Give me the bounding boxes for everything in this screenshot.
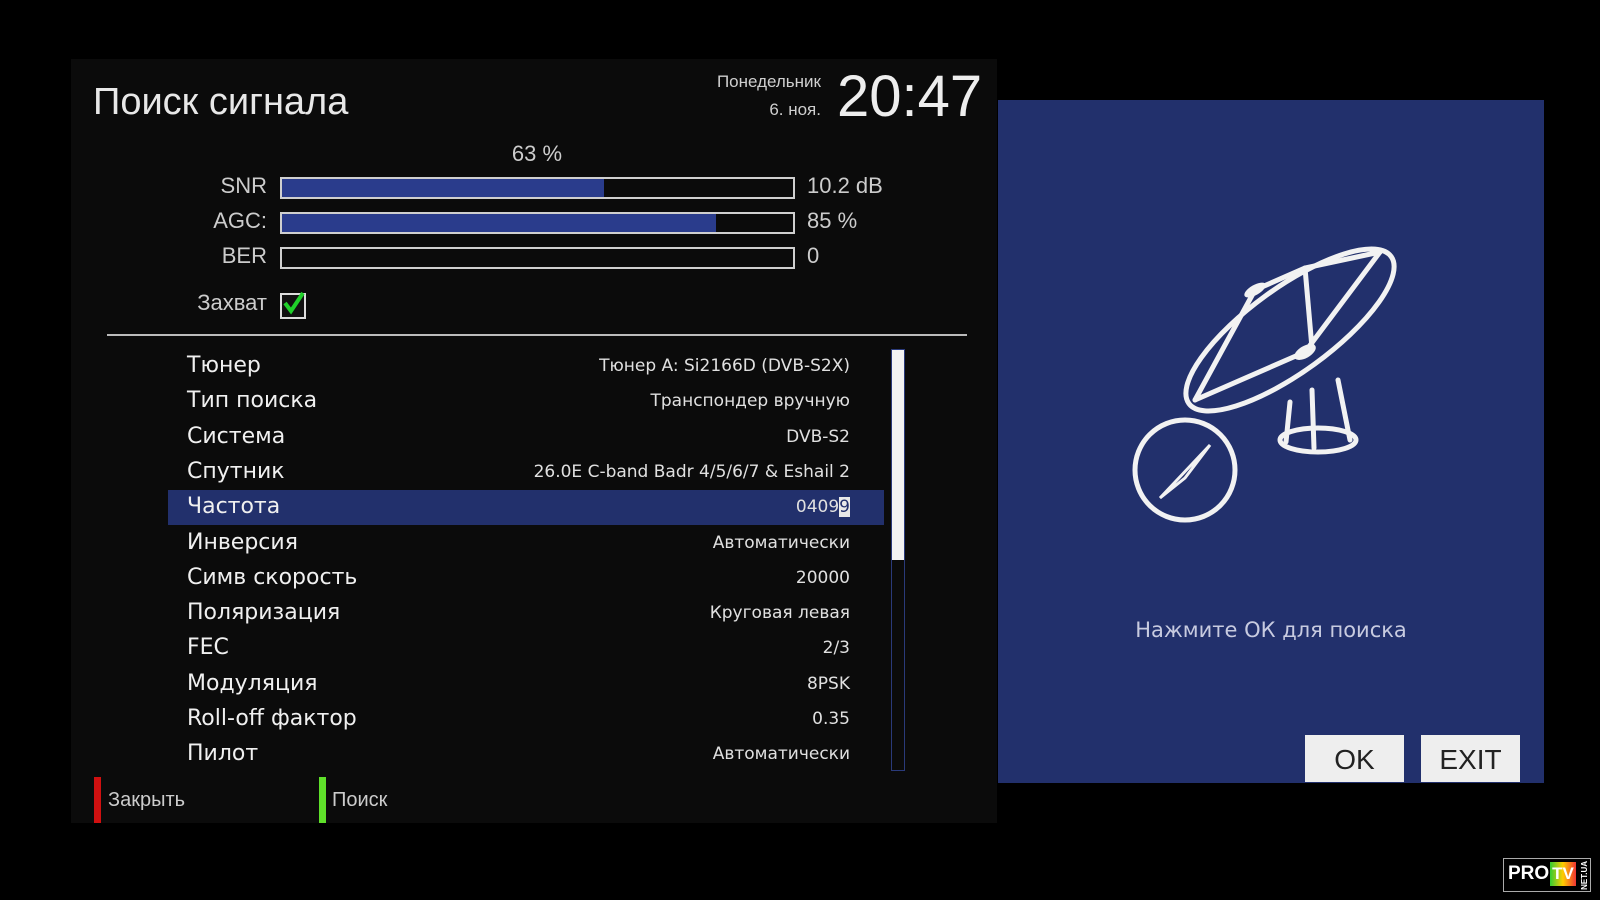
setting-row[interactable]: Инверсия Автоматически [168,526,884,561]
ok-button[interactable]: OK [1305,735,1404,782]
setting-label: Пилот [187,741,259,767]
setting-row[interactable]: Модуляция 8PSK [168,667,884,702]
setting-label: Модуляция [187,670,318,696]
snr-bar [280,177,795,199]
setting-value: 8PSK [806,673,850,694]
setting-value: 2/3 [822,638,850,659]
scrollbar[interactable] [891,349,905,771]
setting-row[interactable]: Система DVB-S2 [168,420,884,455]
setting-row[interactable]: Roll-off фактор 0.35 [168,702,884,737]
signal-search-panel: Поиск сигнала Понедельник 6. ноя. 20:47 … [71,59,997,823]
lock-label: Захват [197,290,267,315]
snr-bar-fill [282,179,604,197]
green-key-indicator [319,777,326,823]
clock: 20:47 [837,64,983,129]
setting-row[interactable]: Спутник 26.0E C-band Badr 4/5/6/7 & Eshai… [168,455,884,490]
divider [107,334,967,336]
setting-value: 04099 [795,497,850,518]
setting-label: Тюнер [187,353,261,378]
setting-label: Симв скорость [187,564,358,590]
setting-row[interactable]: Тип поиска Транспондер вручную [168,384,884,419]
setting-label: FEC [187,635,229,661]
search-hint: Нажмите ОК для поиска [1135,618,1407,642]
setting-value: Автоматически [712,744,850,765]
agc-value: 85 % [807,208,858,233]
search-dialog: Нажмите ОК для поиска OK EXIT [998,100,1544,783]
setting-value: Транспондер вручную [650,391,851,412]
close-button[interactable]: Закрыть [108,789,186,811]
ber-bar [280,247,795,269]
setting-row[interactable]: Частота 04099 [168,490,884,526]
date: 6. ноя. [769,100,821,119]
setting-label: Roll-off фактор [187,706,357,731]
scrollbar-thumb[interactable] [892,350,904,560]
signal-quality: 63 % [511,141,563,166]
satellite-dish-compass-icon [1132,246,1397,523]
checkmark-icon [283,291,305,315]
value-text: 0409 [795,497,840,518]
setting-label: Система [187,423,286,449]
input-cursor[interactable]: 9 [839,497,850,518]
setting-row[interactable]: Поляризация Круговая левая [168,596,884,631]
setting-value: Круговая левая [709,603,850,624]
agc-bar [280,212,795,234]
setting-value: 26.0E C-band Badr 4/5/6/7 & Eshail 2 [533,461,850,482]
setting-row[interactable]: Симв скорость 20000 [168,561,884,596]
setting-row[interactable]: Тюнер Тюнер A: Si2166D (DVB-S2X) [168,349,884,384]
protv-watermark-logo: PRO TV NET.UA [1503,858,1591,892]
snr-value: 10.2 dB [807,173,883,198]
setting-label: Инверсия [187,529,298,555]
setting-value: 0.35 [812,709,850,729]
agc-label: AGC: [213,208,267,233]
setting-value: Тюнер A: Si2166D (DVB-S2X) [599,356,850,376]
setting-label: Спутник [187,458,285,484]
setting-label: Тип поиска [187,388,318,414]
exit-button[interactable]: EXIT [1421,735,1520,782]
weekday: Понедельник [716,72,821,91]
lock-checkbox [280,291,306,319]
setting-row[interactable]: Пилот Автоматически [168,737,884,772]
page-title: Поиск сигнала [93,81,349,123]
setting-value: DVB-S2 [786,426,850,447]
ber-label: BER [221,243,267,268]
setting-label: Частота [187,494,281,520]
red-key-indicator [94,777,101,823]
agc-bar-fill [282,214,717,232]
search-button[interactable]: Поиск [332,789,388,811]
ber-value: 0 [807,243,820,268]
setting-value: Автоматически [712,532,850,553]
setting-value: 20000 [795,567,850,588]
snr-label: SNR [220,173,267,198]
setting-row[interactable]: FEC 2/3 [168,631,884,666]
setting-label: Поляризация [187,600,341,626]
